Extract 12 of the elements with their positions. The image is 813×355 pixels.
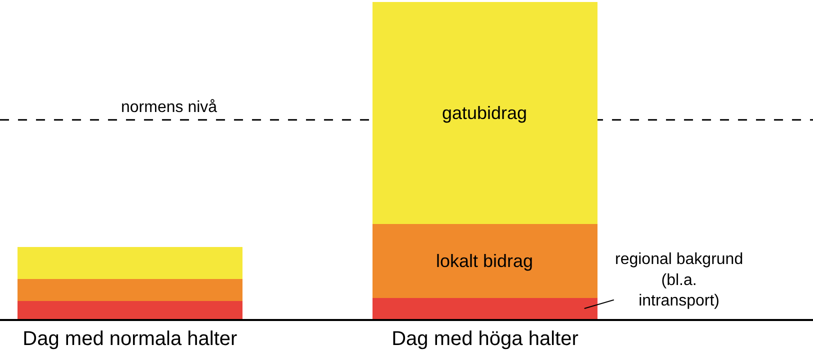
bar xyxy=(17,300,242,319)
series-label: gatubidrag xyxy=(442,103,528,123)
bar xyxy=(372,298,598,319)
bar xyxy=(372,2,598,224)
series-label: regional bakgrund (bl.a. intransport) xyxy=(615,251,744,310)
bar xyxy=(17,279,242,301)
x-tick-label: Dag med normala halter xyxy=(22,328,238,350)
x-tick-label: Dag med höga halter xyxy=(392,328,579,350)
bar xyxy=(372,224,598,298)
ref-line-label: normens nivå xyxy=(121,99,218,116)
series-label: lokalt bidrag xyxy=(436,251,534,271)
bar xyxy=(17,247,242,280)
